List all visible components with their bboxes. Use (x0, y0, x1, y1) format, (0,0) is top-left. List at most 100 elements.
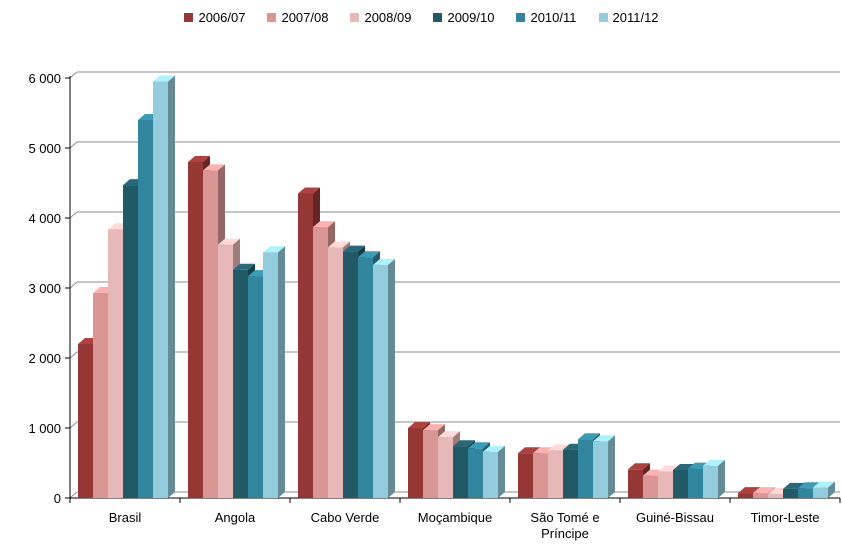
bar (373, 258, 395, 498)
legend-label: 2010/11 (530, 10, 577, 25)
bar-front (123, 185, 138, 498)
bar-top (423, 424, 445, 431)
bar-top (233, 263, 255, 270)
legend-swatch (598, 13, 608, 22)
bar-front (313, 227, 328, 498)
y-tick-label: 0 (54, 491, 61, 506)
y-tick-label: 1 000 (28, 421, 61, 436)
legend-label: 2007/08 (281, 10, 329, 25)
bar-top (753, 487, 775, 494)
legend-label: 2011/12 (612, 10, 659, 25)
bar-front (643, 475, 658, 498)
bar-side (718, 459, 725, 498)
bar-front (628, 469, 643, 498)
bar-front (563, 449, 578, 498)
x-tick-label: Brasil (109, 510, 142, 525)
y-tick-label: 5 000 (28, 141, 61, 156)
bar-side (608, 435, 615, 498)
bar-top (328, 241, 350, 248)
bar-front (373, 264, 388, 498)
legend-swatch (350, 13, 360, 22)
bar-front (78, 344, 93, 498)
bar-top (813, 481, 835, 488)
bar-top (628, 463, 650, 470)
bar-front (108, 229, 123, 498)
bar-front (218, 244, 233, 498)
y-tick-label: 3 000 (28, 281, 61, 296)
bar-front (408, 428, 423, 498)
bar-front (768, 493, 783, 498)
legend-swatch (433, 13, 443, 22)
bar-front (153, 81, 168, 498)
x-tick-label: Moçambique (418, 510, 492, 525)
bar-top (373, 258, 395, 265)
bar (813, 481, 835, 498)
bar-front (798, 488, 813, 498)
legend-swatch (516, 13, 526, 22)
gridline-depth (69, 421, 78, 429)
x-tick-label: Cabo Verde (311, 510, 380, 525)
bars (78, 75, 835, 498)
bar-side (498, 445, 505, 498)
bar-front (738, 493, 753, 498)
bar (153, 75, 175, 498)
gridline-depth (69, 141, 78, 149)
bar-top (408, 422, 430, 428)
bar-front (358, 257, 373, 498)
axis-labels: 0 1 000 2 000 3 000 4 000 5 000 6 000 Brasil Ang… (28, 71, 819, 541)
y-tick-label: 4 000 (28, 211, 61, 226)
bar-front (298, 193, 313, 498)
bar-top (313, 221, 335, 228)
x-tick-label: São Tomé e (530, 510, 599, 525)
bar-front (753, 493, 768, 498)
bar-front (593, 441, 608, 498)
bar-front (328, 247, 343, 498)
bar-front (203, 170, 218, 498)
bar-top (153, 75, 175, 82)
bar-top (218, 238, 240, 245)
legend-item: 2006/07 (184, 10, 245, 25)
bar-front (813, 487, 828, 498)
bar-top (738, 487, 760, 494)
bar-front (483, 451, 498, 498)
gridline-depth (69, 71, 78, 79)
chart-legend: 2006/07 2007/08 2008/09 2009/10 2010/11 2011/… (0, 10, 843, 25)
legend-item: 2007/08 (267, 10, 328, 25)
bar-front (533, 453, 548, 498)
legend-item: 2008/09 (350, 10, 411, 25)
bar-top (263, 246, 285, 253)
y-tick-label: 2 000 (28, 351, 61, 366)
bar-front (468, 448, 483, 498)
bar-front (93, 292, 108, 498)
bar-top (468, 442, 490, 449)
bar-front (138, 120, 153, 498)
legend-label: 2008/09 (364, 10, 412, 25)
bar-front (783, 488, 798, 498)
bar-top (453, 440, 475, 447)
legend-item: 2011/12 (598, 10, 659, 25)
legend-item: 2010/11 (516, 10, 577, 25)
legend-swatch (184, 13, 194, 22)
bar-front (453, 446, 468, 498)
bar-top (578, 433, 600, 440)
bar-front (518, 453, 533, 498)
bar-side (828, 481, 835, 498)
bar-side (278, 246, 285, 498)
bar-top (203, 164, 225, 171)
bar-front (578, 439, 593, 498)
y-tick-label: 6 000 (28, 71, 61, 86)
bar (593, 435, 615, 498)
bar-front (263, 252, 278, 498)
bar-front (423, 430, 438, 498)
bar-front (343, 251, 358, 498)
gridline-depth (69, 491, 78, 499)
bar-top (438, 431, 460, 438)
bar-front (548, 450, 563, 498)
bar-top (298, 187, 320, 194)
bar-front (438, 437, 453, 498)
bar-top (343, 245, 365, 252)
bar-top (483, 445, 505, 452)
x-tick-label: Príncipe (541, 526, 589, 541)
x-tick-label: Angola (215, 510, 256, 525)
bar-side (168, 75, 175, 498)
